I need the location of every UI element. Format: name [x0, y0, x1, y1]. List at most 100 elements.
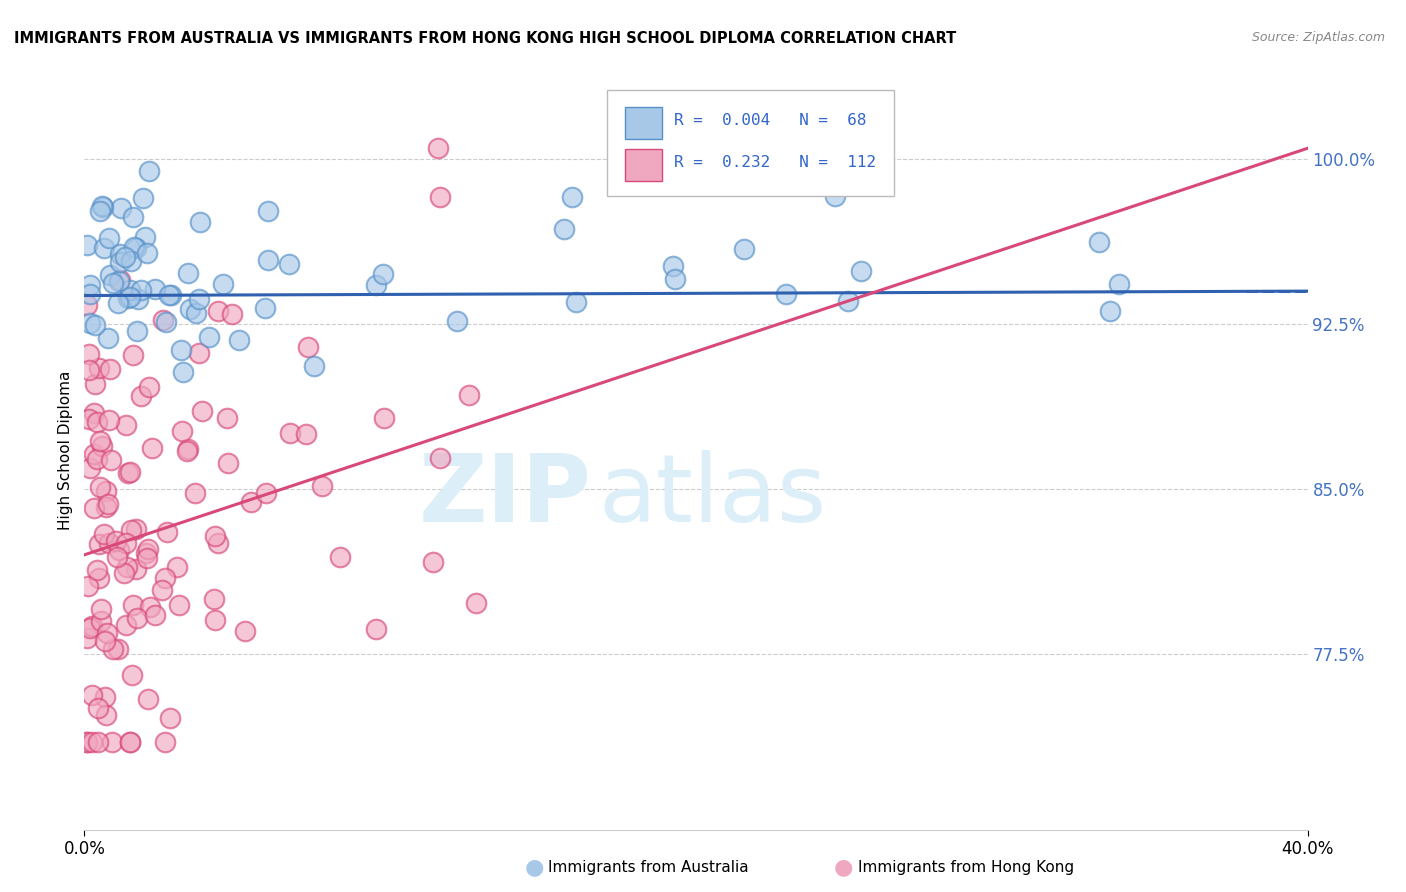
Point	[136, 692, 159, 706]
Point	[86, 452, 108, 467]
Point	[172, 365, 194, 379]
Point	[84, 318, 107, 332]
Point	[93, 527, 115, 541]
Point	[143, 283, 166, 297]
Point	[100, 452, 122, 467]
Point	[118, 734, 141, 748]
Point	[89, 480, 111, 494]
Text: R =  0.232   N =  112: R = 0.232 N = 112	[673, 155, 876, 169]
Point	[177, 442, 200, 456]
Point	[120, 284, 142, 298]
Text: Source: ZipAtlas.com: Source: ZipAtlas.com	[1251, 31, 1385, 45]
Point	[121, 348, 143, 362]
Point	[80, 734, 103, 748]
Point	[76, 734, 98, 748]
Point	[76, 237, 98, 252]
Text: ZIP: ZIP	[419, 450, 592, 542]
Point	[239, 495, 262, 509]
Point	[79, 277, 101, 292]
Point	[98, 231, 121, 245]
Point	[120, 524, 142, 538]
Point	[125, 241, 148, 255]
Point	[96, 626, 118, 640]
Point	[118, 466, 141, 480]
Point	[176, 266, 198, 280]
Point	[156, 524, 179, 539]
Point	[91, 201, 114, 215]
Point	[429, 189, 451, 203]
Point	[108, 246, 131, 260]
Point	[90, 602, 112, 616]
Point	[426, 141, 449, 155]
Point	[257, 203, 280, 218]
Point	[87, 734, 110, 748]
Point	[561, 190, 583, 204]
Point	[114, 417, 136, 432]
Text: IMMIGRANTS FROM AUSTRALIA VS IMMIGRANTS FROM HONG KONG HIGH SCHOOL DIPLOMA CORRE: IMMIGRANTS FROM AUSTRALIA VS IMMIGRANTS …	[14, 31, 956, 46]
Point	[139, 599, 162, 614]
Point	[101, 276, 124, 290]
Point	[167, 599, 190, 613]
Point	[235, 624, 257, 639]
Text: atlas: atlas	[598, 450, 827, 542]
Point	[114, 250, 136, 264]
Point	[824, 188, 846, 202]
Point	[124, 522, 146, 536]
Point	[97, 496, 120, 510]
Point	[1108, 277, 1130, 291]
Point	[117, 466, 139, 480]
Point	[733, 243, 755, 257]
Point	[127, 324, 149, 338]
Point	[775, 287, 797, 301]
Text: R =  0.004   N =  68: R = 0.004 N = 68	[673, 113, 866, 128]
Point	[837, 293, 859, 308]
Point	[96, 483, 118, 498]
Y-axis label: High School Diploma: High School Diploma	[58, 371, 73, 530]
Point	[366, 277, 388, 292]
Point	[278, 257, 301, 271]
Point	[105, 534, 128, 549]
Point	[76, 298, 98, 312]
Point	[89, 360, 111, 375]
Point	[207, 304, 229, 318]
Point	[254, 301, 277, 315]
Point	[565, 295, 588, 310]
Point	[97, 331, 120, 345]
Point	[108, 255, 131, 269]
Point	[159, 711, 181, 725]
Point	[186, 306, 208, 320]
Point	[150, 582, 173, 597]
Point	[190, 403, 212, 417]
Point	[371, 267, 394, 281]
Point	[278, 425, 301, 440]
Point	[429, 450, 451, 465]
Point	[98, 361, 121, 376]
Point	[364, 622, 387, 636]
Point	[153, 734, 176, 748]
Point	[79, 286, 101, 301]
Point	[86, 563, 108, 577]
Point	[311, 479, 333, 493]
Point	[134, 230, 156, 244]
Point	[465, 596, 488, 610]
Point	[96, 708, 118, 723]
Point	[120, 290, 142, 304]
Point	[94, 500, 117, 515]
Point	[188, 215, 211, 229]
Text: Immigrants from Hong Kong: Immigrants from Hong Kong	[858, 860, 1074, 874]
Point	[122, 599, 145, 613]
Point	[131, 389, 153, 403]
Point	[82, 619, 104, 633]
Point	[157, 287, 180, 301]
Point	[89, 434, 111, 448]
Point	[136, 541, 159, 556]
Point	[108, 274, 131, 288]
Point	[662, 259, 685, 273]
Point	[86, 415, 108, 429]
Point	[77, 347, 100, 361]
Point	[84, 376, 107, 391]
Point	[143, 608, 166, 623]
Point	[446, 314, 468, 328]
Point	[89, 204, 111, 219]
Point	[553, 222, 575, 236]
